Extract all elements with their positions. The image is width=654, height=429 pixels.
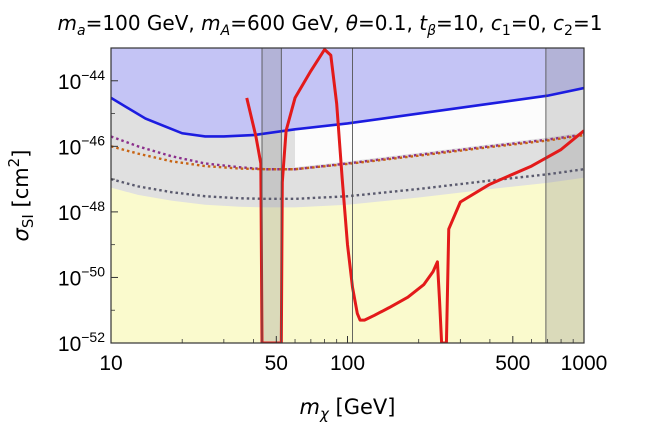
excluded-blue-region — [111, 48, 584, 137]
allowed-white-band — [295, 88, 584, 168]
y-axis-label: σSI [cm2] — [5, 150, 37, 242]
x-axis-label: mχ [GeV] — [300, 395, 396, 423]
shaded-band — [545, 48, 584, 343]
x-tick-label: 500 — [495, 352, 530, 375]
x-tick-label: 50 — [265, 352, 288, 375]
y-tick-label: 10−48 — [58, 198, 105, 225]
x-tick-label: 10 — [99, 352, 122, 375]
y-tick-label: 10−50 — [58, 263, 105, 290]
chart-title: ma=100 GeV, mA=600 GeV, θ=0.1, tβ=10, c1… — [58, 11, 603, 39]
y-tick-label: 10−52 — [58, 329, 105, 356]
x-tick-label: 100 — [330, 352, 365, 375]
vertical-markers — [261, 48, 547, 343]
shaded-band — [262, 48, 282, 343]
y-axis-ticks: 10−44 10−46 10−48 10−50 10−52 — [58, 67, 118, 356]
y-tick-label: 10−44 — [58, 67, 105, 94]
x-axis-ticks: 10 50 100 500 1000 — [99, 336, 607, 375]
series-layer — [111, 48, 584, 343]
series-dashed-orange — [111, 133, 584, 171]
series-solid-blue-limit — [111, 86, 584, 138]
y-tick-label: 10−46 — [58, 132, 105, 159]
x-tick-label: 1000 — [561, 352, 608, 375]
background-regions — [111, 48, 584, 343]
series-solid-red-relic — [245, 48, 584, 343]
